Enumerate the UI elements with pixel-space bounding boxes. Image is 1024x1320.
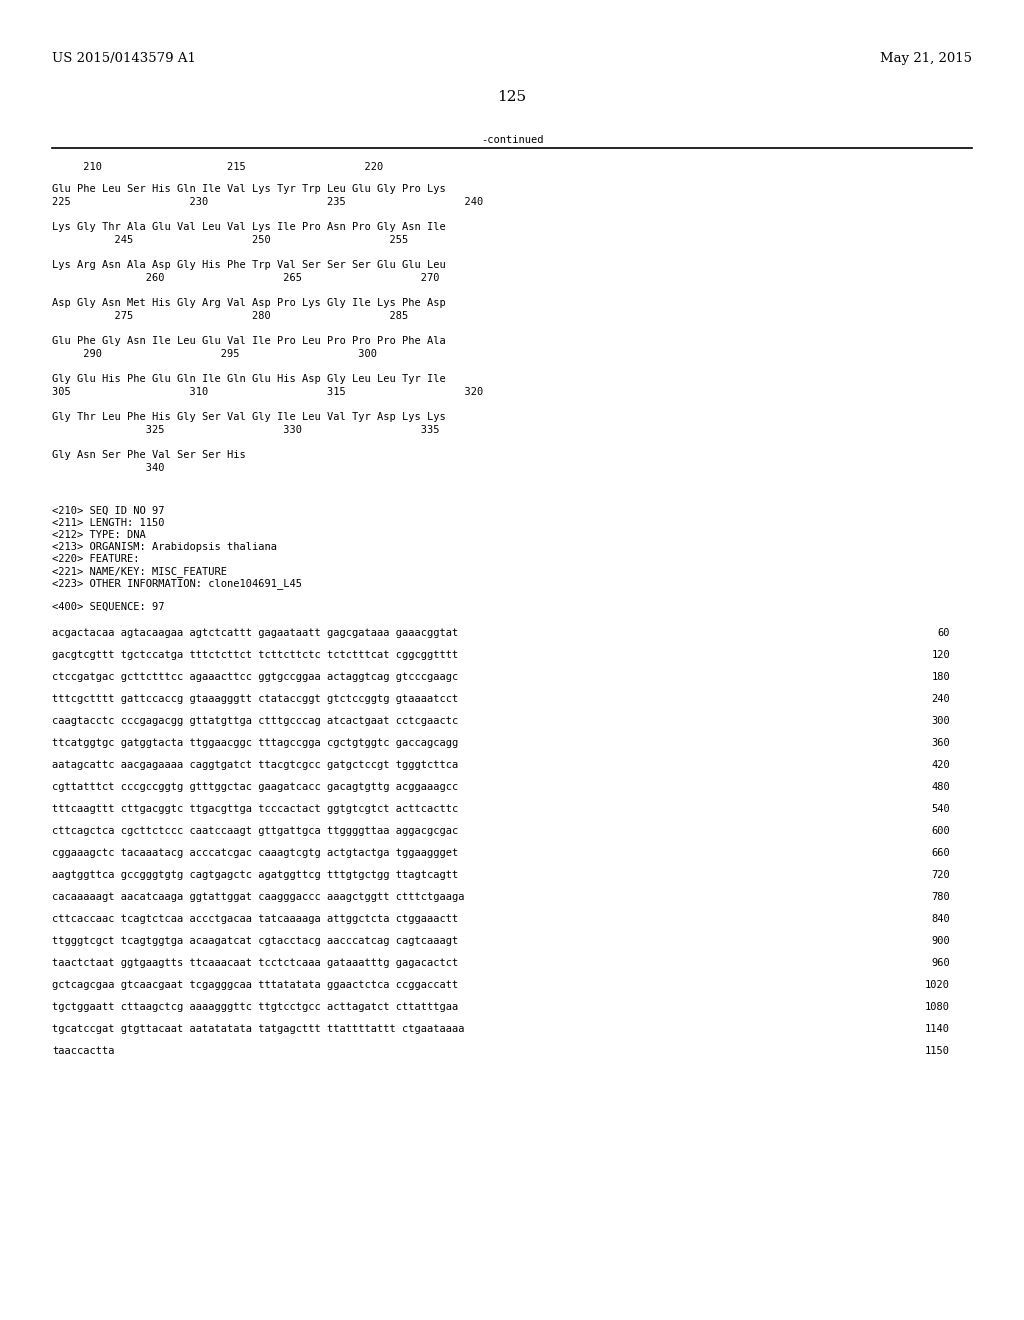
Text: US 2015/0143579 A1: US 2015/0143579 A1	[52, 51, 196, 65]
Text: <400> SEQUENCE: 97: <400> SEQUENCE: 97	[52, 602, 165, 612]
Text: 840: 840	[931, 913, 950, 924]
Text: Gly Glu His Phe Glu Gln Ile Gln Glu His Asp Gly Leu Leu Tyr Ile: Gly Glu His Phe Glu Gln Ile Gln Glu His …	[52, 374, 445, 384]
Text: Lys Arg Asn Ala Asp Gly His Phe Trp Val Ser Ser Ser Glu Glu Leu: Lys Arg Asn Ala Asp Gly His Phe Trp Val …	[52, 260, 445, 271]
Text: 180: 180	[931, 672, 950, 682]
Text: <211> LENGTH: 1150: <211> LENGTH: 1150	[52, 517, 165, 528]
Text: tgctggaatt cttaagctcg aaaagggttc ttgtcctgcc acttagatct cttatttgaa: tgctggaatt cttaagctcg aaaagggttc ttgtcct…	[52, 1002, 459, 1012]
Text: 300: 300	[931, 715, 950, 726]
Text: 480: 480	[931, 781, 950, 792]
Text: ttcatggtgc gatggtacta ttggaacggc tttagccgga cgctgtggtc gaccagcagg: ttcatggtgc gatggtacta ttggaacggc tttagcc…	[52, 738, 459, 748]
Text: aatagcattc aacgagaaaa caggtgatct ttacgtcgcc gatgctccgt tgggtcttca: aatagcattc aacgagaaaa caggtgatct ttacgtc…	[52, 760, 459, 770]
Text: cttcagctca cgcttctccc caatccaagt gttgattgca ttggggttaa aggacgcgac: cttcagctca cgcttctccc caatccaagt gttgatt…	[52, 826, 459, 836]
Text: 260                   265                   270: 260 265 270	[52, 273, 439, 282]
Text: Glu Phe Leu Ser His Gln Ile Val Lys Tyr Trp Leu Glu Gly Pro Lys: Glu Phe Leu Ser His Gln Ile Val Lys Tyr …	[52, 183, 445, 194]
Text: cacaaaaagt aacatcaaga ggtattggat caagggaccc aaagctggtt ctttctgaaga: cacaaaaagt aacatcaaga ggtattggat caaggga…	[52, 892, 465, 902]
Text: tttcgctttt gattccaccg gtaaagggtt ctataccggt gtctccggtg gtaaaatcct: tttcgctttt gattccaccg gtaaagggtt ctatacc…	[52, 694, 459, 704]
Text: <210> SEQ ID NO 97: <210> SEQ ID NO 97	[52, 506, 165, 516]
Text: 305                   310                   315                   320: 305 310 315 320	[52, 387, 483, 397]
Text: taaccactta: taaccactta	[52, 1045, 115, 1056]
Text: 1020: 1020	[925, 979, 950, 990]
Text: <212> TYPE: DNA: <212> TYPE: DNA	[52, 531, 145, 540]
Text: gctcagcgaa gtcaacgaat tcgagggcaa tttatatata ggaactctca ccggaccatt: gctcagcgaa gtcaacgaat tcgagggcaa tttatat…	[52, 979, 459, 990]
Text: taactctaat ggtgaagtts ttcaaacaat tcctctcaaa gataaatttg gagacactct: taactctaat ggtgaagtts ttcaaacaat tcctctc…	[52, 958, 459, 968]
Text: aagtggttca gccgggtgtg cagtgagctc agatggttcg tttgtgctgg ttagtcagtt: aagtggttca gccgggtgtg cagtgagctc agatggt…	[52, 870, 459, 880]
Text: ttgggtcgct tcagtggtga acaagatcat cgtacctacg aacccatcag cagtcaaagt: ttgggtcgct tcagtggtga acaagatcat cgtacct…	[52, 936, 459, 946]
Text: cttcaccaac tcagtctcaa accctgacaa tatcaaaaga attggctcta ctggaaactt: cttcaccaac tcagtctcaa accctgacaa tatcaaa…	[52, 913, 459, 924]
Text: <220> FEATURE:: <220> FEATURE:	[52, 554, 139, 564]
Text: 780: 780	[931, 892, 950, 902]
Text: <221> NAME/KEY: MISC_FEATURE: <221> NAME/KEY: MISC_FEATURE	[52, 566, 227, 577]
Text: 240: 240	[931, 694, 950, 704]
Text: cggaaagctc tacaaatacg acccatcgac caaagtcgtg actgtactga tggaaggget: cggaaagctc tacaaatacg acccatcgac caaagtc…	[52, 847, 459, 858]
Text: Gly Thr Leu Phe His Gly Ser Val Gly Ile Leu Val Tyr Asp Lys Lys: Gly Thr Leu Phe His Gly Ser Val Gly Ile …	[52, 412, 445, 422]
Text: 120: 120	[931, 649, 950, 660]
Text: 360: 360	[931, 738, 950, 748]
Text: -continued: -continued	[480, 135, 544, 145]
Text: 245                   250                   255: 245 250 255	[52, 235, 409, 246]
Text: Asp Gly Asn Met His Gly Arg Val Asp Pro Lys Gly Ile Lys Phe Asp: Asp Gly Asn Met His Gly Arg Val Asp Pro …	[52, 298, 445, 308]
Text: 125: 125	[498, 90, 526, 104]
Text: 210                    215                   220: 210 215 220	[52, 162, 383, 172]
Text: acgactacaa agtacaagaa agtctcattt gagaataatt gagcgataaa gaaacggtat: acgactacaa agtacaagaa agtctcattt gagaata…	[52, 628, 459, 638]
Text: 290                   295                   300: 290 295 300	[52, 348, 377, 359]
Text: tttcaagttt cttgacggtc ttgacgttga tcccactact ggtgtcgtct acttcacttc: tttcaagttt cttgacggtc ttgacgttga tcccact…	[52, 804, 459, 814]
Text: 60: 60	[938, 628, 950, 638]
Text: 275                   280                   285: 275 280 285	[52, 312, 409, 321]
Text: 600: 600	[931, 826, 950, 836]
Text: 1080: 1080	[925, 1002, 950, 1012]
Text: Glu Phe Gly Asn Ile Leu Glu Val Ile Pro Leu Pro Pro Pro Phe Ala: Glu Phe Gly Asn Ile Leu Glu Val Ile Pro …	[52, 337, 445, 346]
Text: 1140: 1140	[925, 1024, 950, 1034]
Text: 325                   330                   335: 325 330 335	[52, 425, 439, 436]
Text: 540: 540	[931, 804, 950, 814]
Text: 420: 420	[931, 760, 950, 770]
Text: Gly Asn Ser Phe Val Ser Ser His: Gly Asn Ser Phe Val Ser Ser His	[52, 450, 246, 459]
Text: <223> OTHER INFORMATION: clone104691_L45: <223> OTHER INFORMATION: clone104691_L45	[52, 578, 302, 589]
Text: 900: 900	[931, 936, 950, 946]
Text: cgttatttct cccgccggtg gtttggctac gaagatcacc gacagtgttg acggaaagcc: cgttatttct cccgccggtg gtttggctac gaagatc…	[52, 781, 459, 792]
Text: gacgtcgttt tgctccatga tttctcttct tcttcttctc tctctttcat cggcggtttt: gacgtcgttt tgctccatga tttctcttct tcttctt…	[52, 649, 459, 660]
Text: 225                   230                   235                   240: 225 230 235 240	[52, 197, 483, 207]
Text: 1150: 1150	[925, 1045, 950, 1056]
Text: 720: 720	[931, 870, 950, 880]
Text: 960: 960	[931, 958, 950, 968]
Text: <213> ORGANISM: Arabidopsis thaliana: <213> ORGANISM: Arabidopsis thaliana	[52, 543, 278, 552]
Text: 660: 660	[931, 847, 950, 858]
Text: tgcatccgat gtgttacaat aatatatata tatgagcttt ttattttattt ctgaataaaa: tgcatccgat gtgttacaat aatatatata tatgagc…	[52, 1024, 465, 1034]
Text: 340: 340	[52, 463, 165, 473]
Text: ctccgatgac gcttctttcc agaaacttcc ggtgccggaa actaggtcag gtcccgaagc: ctccgatgac gcttctttcc agaaacttcc ggtgccg…	[52, 672, 459, 682]
Text: May 21, 2015: May 21, 2015	[880, 51, 972, 65]
Text: caagtacctc cccgagacgg gttatgttga ctttgcccag atcactgaat cctcgaactc: caagtacctc cccgagacgg gttatgttga ctttgcc…	[52, 715, 459, 726]
Text: Lys Gly Thr Ala Glu Val Leu Val Lys Ile Pro Asn Pro Gly Asn Ile: Lys Gly Thr Ala Glu Val Leu Val Lys Ile …	[52, 222, 445, 232]
